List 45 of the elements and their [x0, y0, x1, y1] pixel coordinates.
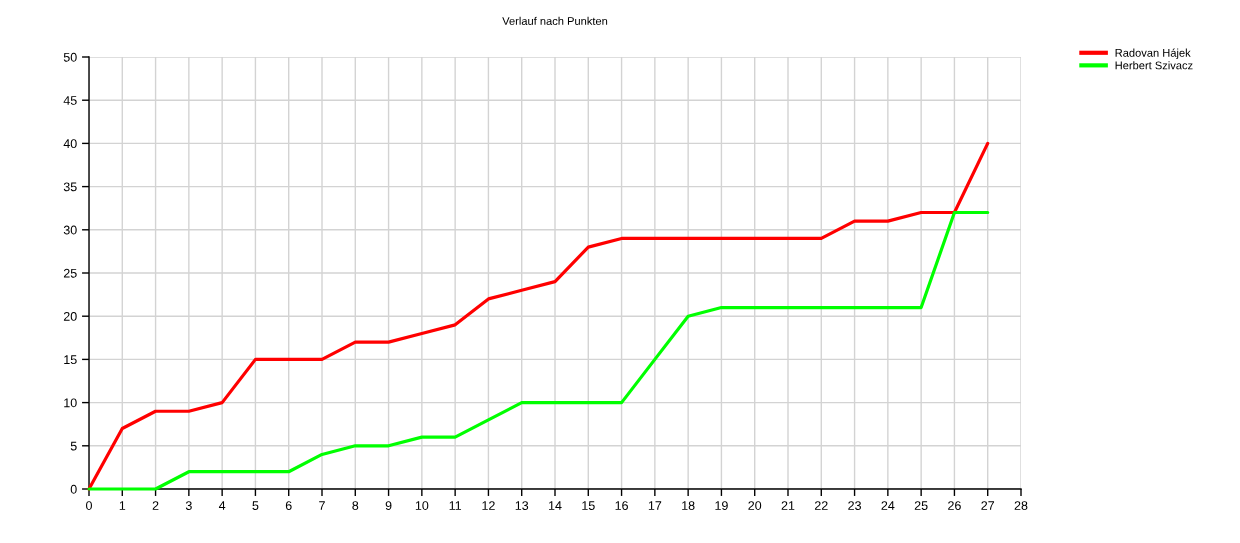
line-series	[87, 210, 990, 491]
legend-label: Radovan Hájek	[1115, 48, 1191, 59]
y-tick-label: 10	[64, 398, 77, 408]
x-tick-label: 1	[119, 501, 126, 510]
x-tick-label: 28	[1014, 501, 1028, 510]
x-tick-label: 23	[848, 501, 861, 510]
y-tick-label: 0	[70, 484, 77, 494]
x-tick-label: 21	[781, 501, 795, 510]
x-tick-label: 22	[814, 501, 828, 510]
x-tick-label: 13	[515, 501, 529, 510]
x-tick-label: 3	[185, 501, 192, 510]
x-tick-label: 15	[582, 501, 595, 510]
x-tick-label: 14	[549, 501, 562, 510]
x-tick-label: 11	[449, 501, 462, 510]
y-tick-label: 5	[70, 441, 77, 451]
x-tick-label: 6	[285, 501, 292, 510]
x-tick-label: 10	[415, 501, 429, 510]
x-tick-label: 5	[252, 501, 259, 510]
y-tick-label: 25	[63, 268, 77, 278]
y-tick-label: 15	[64, 355, 77, 365]
y-tick-label: 45	[63, 96, 77, 105]
x-tick-label: 18	[682, 501, 695, 510]
x-tick-label: 26	[948, 501, 961, 510]
x-tick-label: 19	[715, 501, 728, 510]
y-tick-label: 40	[63, 139, 77, 149]
x-tick-label: 9	[385, 501, 392, 510]
x-tick-label: 24	[881, 501, 895, 510]
x-tick-label: 8	[352, 501, 359, 510]
x-tick-label: 20	[748, 501, 762, 510]
x-tick-label: 17	[648, 501, 662, 510]
x-tick-label: 25	[914, 501, 928, 510]
x-tick-label: 0	[86, 501, 92, 510]
x-tick-label: 16	[615, 501, 628, 510]
y-tick-label: 35	[63, 182, 77, 192]
y-tick-label: 20	[63, 312, 77, 321]
chart-title: Verlauf nach Punkten	[502, 16, 608, 25]
legend-label: Herbert Szivacz	[1115, 61, 1193, 70]
x-tick-label: 4	[218, 501, 226, 510]
line-series	[87, 141, 990, 491]
y-tick-label: 30	[63, 225, 77, 235]
x-tick-label: 12	[482, 501, 495, 510]
x-tick-label: 27	[981, 501, 995, 510]
x-tick-label: 2	[152, 501, 159, 510]
x-tick-label: 7	[319, 501, 325, 510]
y-tick-label: 50	[63, 52, 77, 62]
